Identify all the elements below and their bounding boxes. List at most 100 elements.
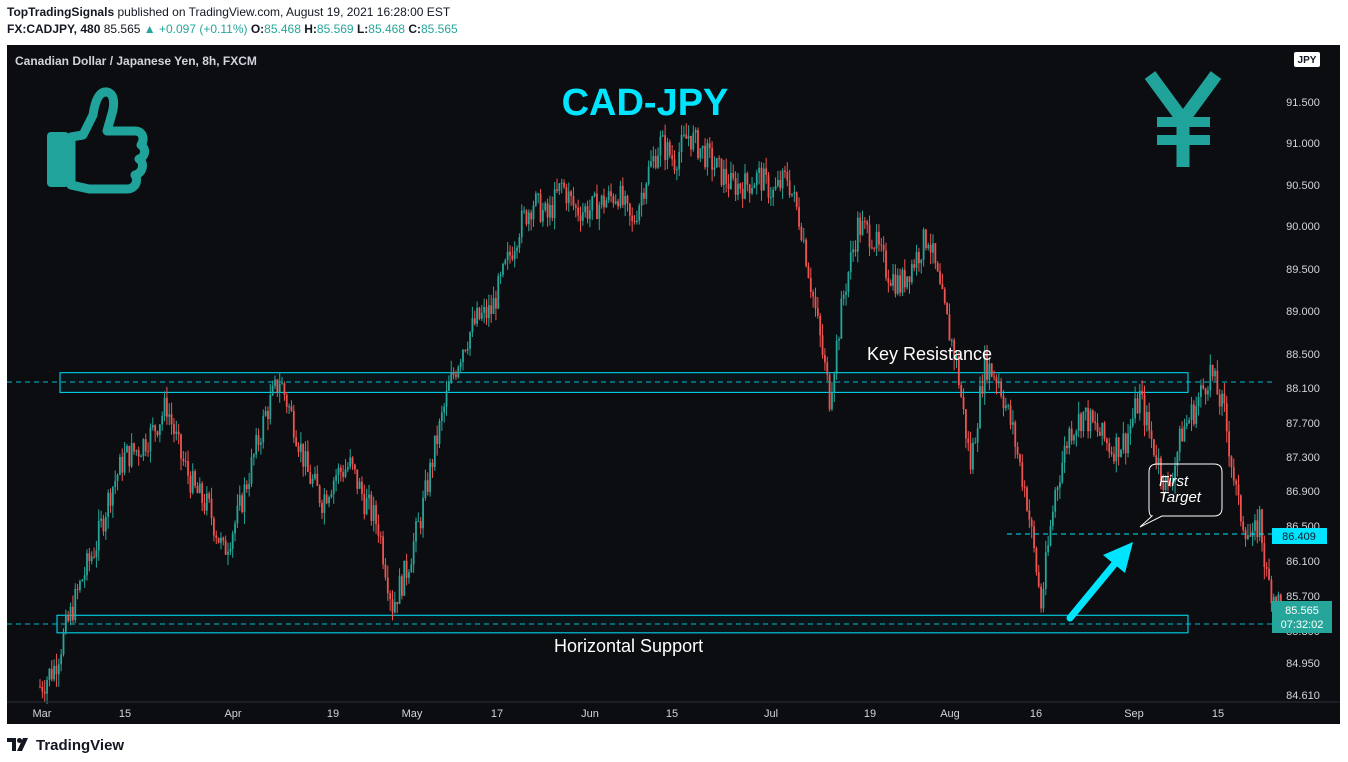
time-tick-label: 15 — [1212, 708, 1224, 720]
candle-body — [448, 382, 450, 391]
candle-body — [100, 518, 102, 521]
candle-body — [687, 135, 690, 139]
candle-body — [1232, 467, 1235, 481]
candle-body — [772, 189, 775, 198]
currency-badge[interactable]: JPY — [1298, 55, 1317, 66]
candle-body — [1145, 412, 1148, 426]
price-tick-label: 85.700 — [1286, 591, 1320, 603]
candle-body — [1235, 480, 1238, 485]
candle-body — [285, 394, 288, 407]
candle-body — [1035, 547, 1038, 573]
candle-body — [1272, 596, 1275, 604]
candle-body — [636, 220, 638, 222]
candle-body — [130, 443, 133, 467]
candle-body — [403, 560, 406, 596]
candle-body — [76, 588, 79, 591]
author-name[interactable]: TopTradingSignals — [7, 5, 115, 19]
candle-body — [215, 535, 218, 538]
candle-body — [1089, 410, 1092, 432]
candle-body — [805, 239, 807, 267]
candle-body — [863, 221, 866, 223]
candle-body — [495, 298, 497, 309]
candle-body — [419, 521, 422, 529]
candle-body — [189, 475, 192, 493]
candle-body — [542, 210, 544, 222]
callout-line-1: First — [1159, 473, 1189, 490]
candle-body — [1239, 495, 1242, 522]
candle-body — [950, 340, 953, 342]
high-value: 85.569 — [316, 22, 354, 36]
candle-body — [1115, 437, 1118, 462]
candle-body — [440, 412, 443, 422]
candle-body — [906, 276, 909, 288]
candle-body — [690, 135, 692, 150]
candle-body — [852, 249, 854, 253]
candle-body — [701, 145, 704, 149]
candle-body — [565, 187, 568, 204]
candle-body — [760, 167, 763, 191]
candle-body — [918, 252, 920, 264]
price-tick-label: 87.300 — [1286, 452, 1320, 464]
price-tick-label: 86.100 — [1286, 556, 1320, 568]
candle-body — [426, 480, 429, 492]
price-tick-label: 89.500 — [1286, 264, 1320, 276]
candle-body — [405, 560, 408, 578]
candle-body — [619, 185, 622, 207]
key-resistance-label: Key Resistance — [867, 344, 992, 364]
candle-body — [156, 431, 159, 436]
candle-body — [826, 362, 829, 375]
candle-body — [1026, 487, 1028, 511]
price-tick-label: 88.500 — [1286, 349, 1320, 361]
candle-body — [1068, 428, 1071, 448]
candle-body — [1136, 398, 1139, 414]
symbol-label: FX:CADJPY, 480 — [7, 22, 101, 36]
candle-body — [610, 191, 612, 197]
candle-body — [718, 158, 721, 160]
candle-body — [650, 161, 652, 167]
candle-body — [612, 196, 615, 204]
candle-body — [332, 480, 335, 494]
candle-body — [739, 183, 742, 189]
candle-body — [910, 264, 913, 283]
candle-body — [1167, 475, 1169, 484]
candle-body — [518, 237, 521, 248]
candle-body — [746, 173, 749, 185]
candle-body — [43, 691, 46, 694]
candle-body — [1113, 454, 1115, 462]
price-tick-label: 87.700 — [1286, 418, 1320, 430]
candle-body — [335, 475, 337, 481]
candle-body — [55, 665, 58, 675]
candle-body — [346, 467, 349, 470]
footer[interactable]: TradingView — [7, 735, 124, 755]
candle-body — [1108, 443, 1111, 453]
open-value: 85.468 — [264, 22, 301, 36]
candle-body — [1127, 433, 1129, 454]
time-tick-label: 19 — [864, 708, 876, 720]
candlestick-chart[interactable]: Canadian Dollar / Japanese Yen, 8h, FXCM… — [7, 45, 1340, 724]
candle-body — [795, 192, 798, 208]
target-price-tag: 86.409 — [1272, 528, 1327, 544]
candle-body — [556, 189, 558, 192]
candle-body — [356, 469, 359, 489]
candle-body — [1009, 405, 1012, 425]
candle-body — [1082, 411, 1085, 432]
candle-body — [299, 443, 302, 452]
candle-body — [859, 217, 862, 235]
time-tick-label: 19 — [327, 708, 339, 720]
candle-body — [527, 212, 530, 225]
chart-area[interactable]: Canadian Dollar / Japanese Yen, 8h, FXCM… — [7, 45, 1340, 724]
candle-body — [697, 130, 699, 159]
candle-body — [577, 207, 580, 216]
candle-body — [779, 179, 782, 189]
candle-body — [953, 340, 956, 360]
candle-body — [433, 435, 436, 468]
candle-body — [1129, 425, 1132, 434]
candle-body — [579, 215, 582, 221]
candle-body — [492, 298, 495, 315]
footer-brand: TradingView — [36, 736, 125, 754]
candle-body — [979, 386, 981, 429]
candle-body — [198, 483, 201, 494]
candle-body — [1185, 423, 1188, 427]
candle-body — [631, 215, 634, 221]
candle-body — [72, 606, 74, 621]
